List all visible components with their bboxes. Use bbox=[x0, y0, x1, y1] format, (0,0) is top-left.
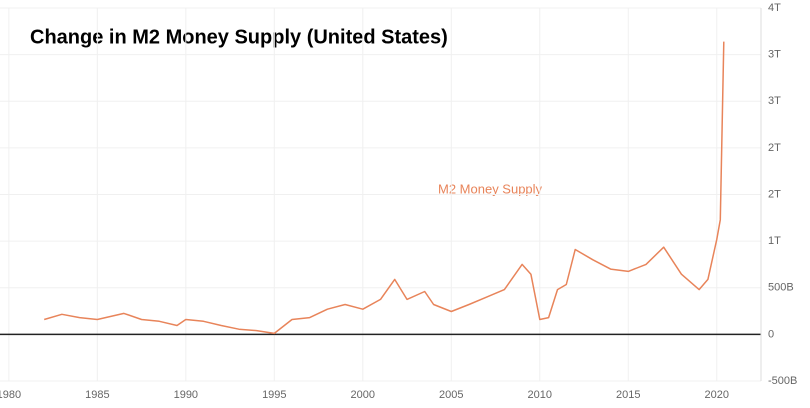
data-line bbox=[43, 41, 725, 335]
x-tick-label: 1980 bbox=[0, 389, 21, 401]
y-tick-label: 3T bbox=[768, 49, 781, 61]
y-tick-label: 2T bbox=[768, 142, 781, 154]
x-tick-label: 2020 bbox=[705, 389, 729, 401]
x-tick-label: 1985 bbox=[85, 389, 109, 401]
y-tick-label: 500B bbox=[768, 282, 794, 294]
chart-title: Change in M2 Money Supply (United States… bbox=[30, 26, 448, 48]
x-tick-label: 2000 bbox=[351, 389, 375, 401]
x-tick-label: 2015 bbox=[616, 389, 640, 401]
y-tick-label: 4T bbox=[768, 2, 781, 14]
x-tick-label: 2010 bbox=[528, 389, 552, 401]
y-tick-label: 1T bbox=[768, 235, 781, 247]
annotation: M2 Money Supply bbox=[438, 181, 543, 196]
y-tick-label: 3T bbox=[768, 95, 781, 107]
y-tick-label: 0 bbox=[768, 328, 774, 340]
x-tick-label: 1995 bbox=[262, 389, 286, 401]
x-tick-label: 1990 bbox=[174, 389, 198, 401]
y-tick-label: -500B bbox=[768, 375, 797, 387]
x-tick-label: 2005 bbox=[439, 389, 463, 401]
y-tick-label: 2T bbox=[768, 188, 781, 200]
